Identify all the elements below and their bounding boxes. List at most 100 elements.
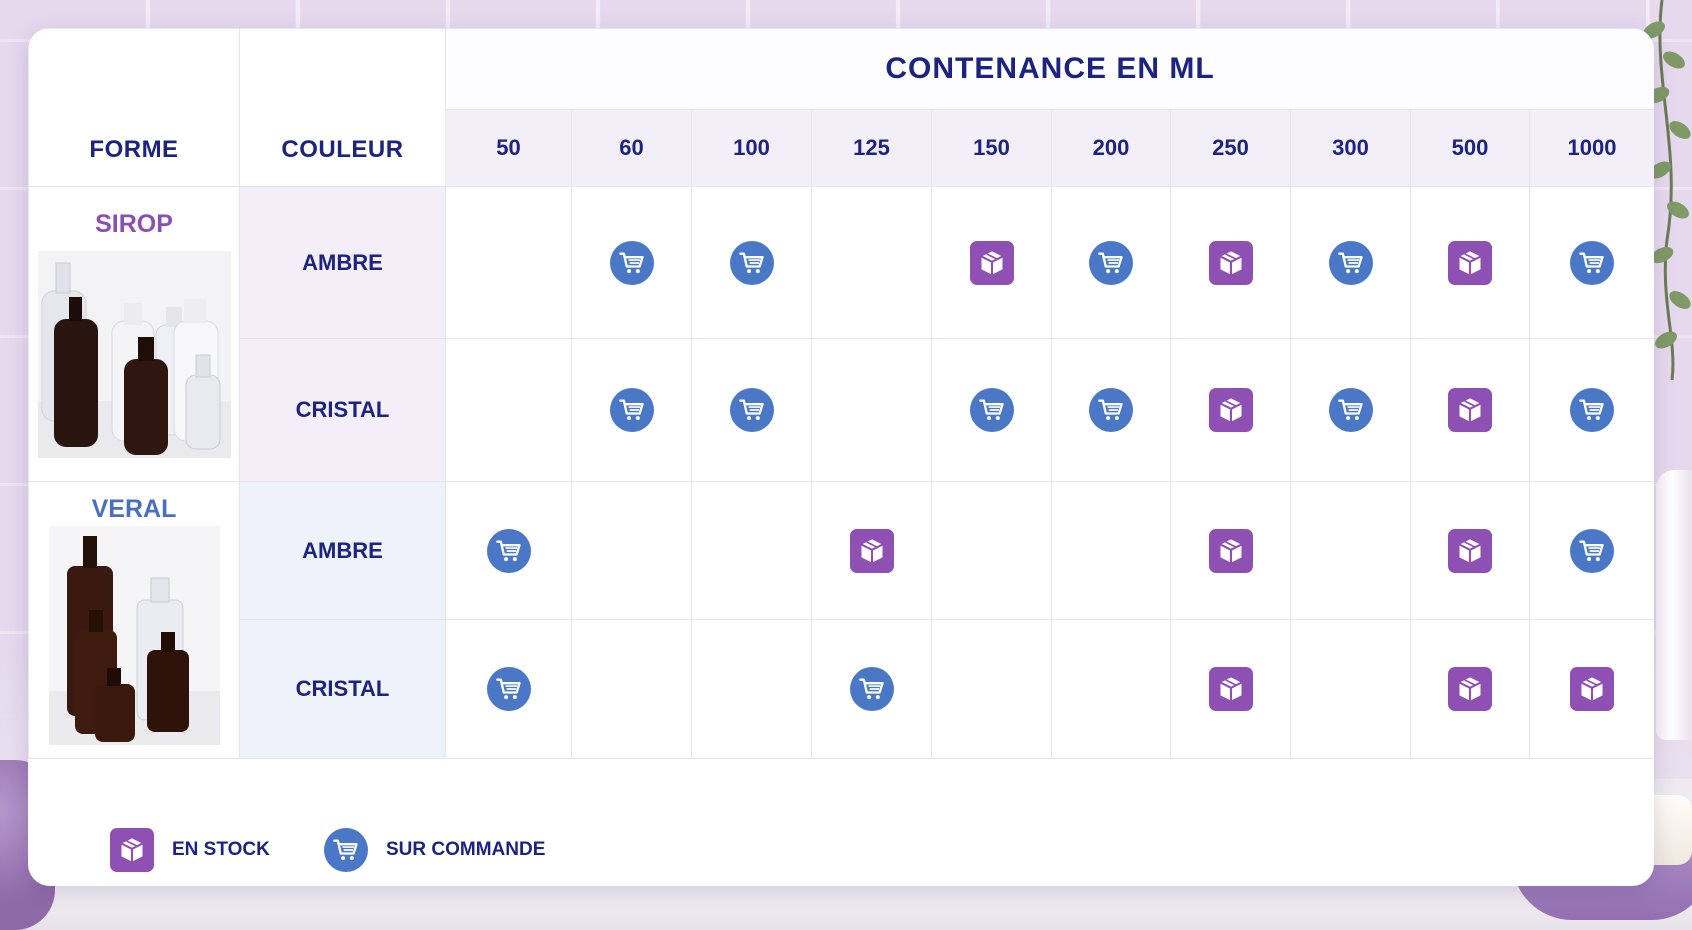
availability-cell	[811, 481, 932, 620]
availability-cell	[931, 619, 1052, 759]
cart-icon	[324, 828, 368, 872]
couleur-cell: CRISTAL	[239, 338, 446, 482]
legend: EN STOCK SUR COMMANDE	[28, 828, 1654, 886]
couleur-header: COULEUR	[239, 28, 446, 187]
cart-icon	[1328, 240, 1373, 285]
cart-icon	[849, 667, 894, 711]
availability-cell	[691, 338, 812, 482]
cart-icon	[486, 528, 531, 573]
availability-cell	[445, 338, 572, 482]
box-icon	[1208, 667, 1253, 711]
cart-icon	[609, 240, 654, 285]
size-header-100: 100	[691, 109, 812, 187]
availability-cell	[1051, 481, 1171, 620]
availability-cell	[811, 338, 932, 482]
size-header-150: 150	[931, 109, 1052, 187]
availability-cell	[1528, 338, 1654, 482]
box-icon	[1448, 667, 1492, 711]
cart-icon	[1089, 388, 1133, 432]
size-header-60: 60	[571, 109, 692, 187]
availability-cell	[445, 619, 572, 759]
availability-cell	[1410, 186, 1530, 339]
availability-cell	[571, 481, 692, 620]
availability-cell	[1528, 481, 1654, 620]
availability-table: FORME COULEUR CONTENANCE EN ML 50 60 100 12…	[28, 28, 1654, 759]
cart-icon	[969, 388, 1014, 432]
legend-commande-label: SUR COMMANDE	[386, 839, 546, 860]
availability-cell	[1290, 619, 1411, 759]
cart-icon	[1089, 240, 1133, 285]
forme-name-sirop: SIROP	[95, 210, 173, 238]
size-header-1000: 1000	[1528, 109, 1654, 187]
box-icon	[110, 828, 154, 872]
box-icon	[1208, 528, 1253, 573]
availability-cell	[1410, 619, 1530, 759]
table-row: CRISTAL	[29, 338, 1654, 482]
cart-icon	[1570, 528, 1615, 573]
availability-cell	[1170, 338, 1291, 482]
availability-cell	[931, 338, 1052, 482]
availability-cell	[691, 481, 812, 620]
availability-cell	[811, 619, 932, 759]
availability-cell	[1290, 186, 1411, 339]
size-header-250: 250	[1170, 109, 1291, 187]
availability-cell	[445, 186, 572, 339]
cart-icon	[1328, 388, 1373, 432]
box-icon	[1448, 388, 1492, 432]
box-icon	[1208, 388, 1253, 432]
availability-cell	[1290, 481, 1411, 620]
couleur-cell: AMBRE	[239, 186, 446, 339]
availability-cell	[1170, 481, 1291, 620]
cart-icon	[729, 240, 774, 285]
box-icon	[1448, 240, 1492, 285]
forme-name-veral: VERAL	[91, 495, 177, 523]
box-icon	[1570, 667, 1615, 711]
size-header-125: 125	[811, 109, 932, 187]
size-header-300: 300	[1290, 109, 1411, 187]
size-header-50: 50	[445, 109, 572, 187]
size-header-500: 500	[1410, 109, 1530, 187]
couleur-cell: AMBRE	[239, 481, 446, 620]
cart-icon	[609, 388, 654, 432]
availability-card: FORME COULEUR CONTENANCE EN ML 50 60 100 12…	[28, 28, 1654, 886]
contenance-title: CONTENANCE EN ML	[444, 28, 1654, 110]
box-icon	[1448, 528, 1492, 573]
legend-commande: SUR COMMANDE	[324, 828, 545, 872]
legend-stock-label: EN STOCK	[172, 839, 270, 860]
cart-icon	[1570, 240, 1615, 285]
availability-cell	[1528, 619, 1654, 759]
veral-bottles-photo	[48, 526, 220, 745]
cart-icon	[486, 667, 531, 711]
table-row: VERAL	[28, 481, 1654, 759]
box-icon	[969, 240, 1014, 285]
availability-cell	[1170, 186, 1291, 339]
availability-cell	[1528, 186, 1654, 339]
forme-sirop-cell: SIROP	[28, 186, 240, 482]
table-row: SIROP	[28, 186, 1654, 482]
availability-cell	[1051, 186, 1171, 339]
cart-icon	[1570, 388, 1615, 432]
availability-cell	[571, 338, 692, 482]
forme-veral-cell: VERAL	[28, 481, 240, 759]
plant-decoration	[1643, 0, 1691, 380]
cart-icon	[729, 388, 774, 432]
availability-cell	[691, 619, 812, 759]
availability-cell	[931, 186, 1052, 339]
availability-cell	[1410, 338, 1530, 482]
availability-cell	[1051, 619, 1171, 759]
availability-cell	[811, 186, 932, 339]
box-icon	[1208, 240, 1253, 285]
availability-cell	[1170, 619, 1291, 759]
availability-cell	[571, 186, 692, 339]
couleur-cell: CRISTAL	[239, 619, 446, 759]
availability-cell	[931, 481, 1052, 620]
legend-stock: EN STOCK	[110, 828, 270, 872]
availability-cell	[691, 186, 812, 339]
forme-header: FORME	[28, 28, 240, 187]
box-icon	[849, 528, 894, 573]
availability-cell	[1051, 338, 1171, 482]
availability-cell	[1290, 338, 1411, 482]
size-header-200: 200	[1051, 109, 1171, 187]
availability-cell	[571, 619, 692, 759]
availability-cell	[445, 481, 572, 620]
